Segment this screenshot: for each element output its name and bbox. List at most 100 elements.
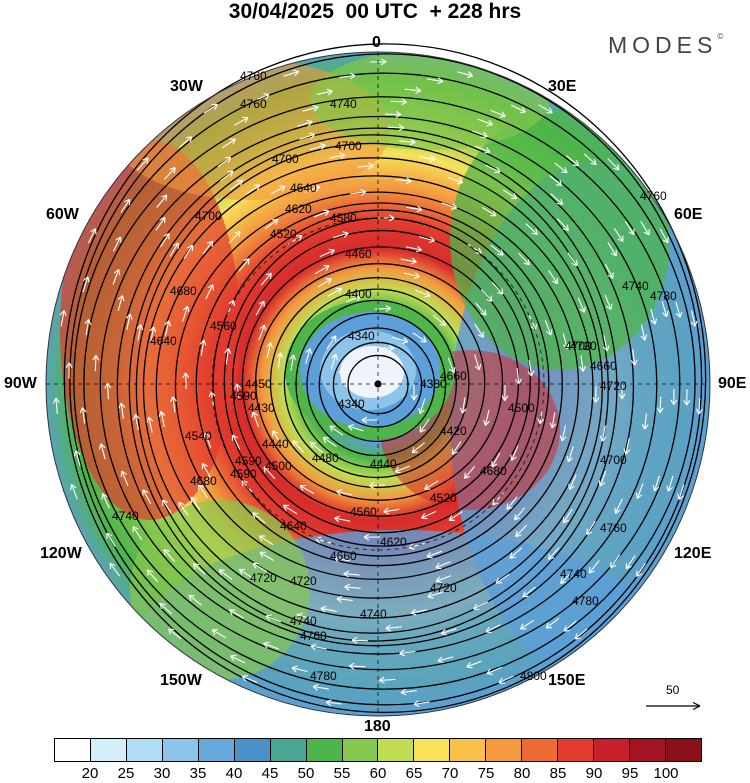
wind-arrow	[514, 368, 522, 385]
wind-arrow	[201, 463, 211, 478]
wind-arrow	[625, 555, 636, 570]
contour-label: 4420	[440, 424, 467, 438]
wind-arrow	[251, 411, 259, 427]
wind-arrow	[577, 297, 586, 313]
wind-arrow	[203, 432, 212, 449]
colorbar-tick-label: 75	[477, 765, 495, 782]
wind-arrow	[560, 571, 573, 585]
contour-label: 4660	[590, 359, 617, 373]
contour-line	[63, 43, 707, 714]
colorbar-swatch	[522, 739, 559, 761]
contour-label: 4580	[330, 211, 357, 225]
wind-arrow	[263, 641, 279, 650]
contour-label: 4760	[240, 97, 267, 111]
wind-arrow	[554, 162, 568, 174]
wind-arrow	[419, 236, 435, 244]
wind-arrow	[218, 569, 233, 580]
wind-arrow	[79, 407, 87, 424]
wind-arrow	[156, 194, 168, 208]
wind-arrow	[491, 452, 501, 468]
contour-label: 4430	[248, 401, 275, 415]
contour-label: 4620	[380, 535, 407, 549]
wind-arrow	[610, 554, 621, 569]
colorbar-tick-label: 100	[653, 765, 679, 782]
wind-arrow	[467, 244, 482, 254]
wind-arrow	[392, 336, 409, 344]
wind-arrow	[314, 265, 330, 275]
wind-arrow	[562, 508, 573, 524]
contour-labels: 4760 474047604700470046404620458045204460…	[112, 69, 677, 683]
contour-label: 4590	[235, 454, 262, 468]
wind-arrow	[480, 289, 493, 302]
wind-arrow	[618, 382, 626, 400]
map-title: 30/04/2025 00 UTC + 228 hrs	[228, 0, 522, 23]
lon-label-90w: 90W	[4, 375, 37, 392]
contour-label: 4720	[250, 571, 277, 585]
wind-arrow	[666, 475, 674, 492]
wind-arrow	[557, 218, 569, 232]
contour-line	[212, 209, 550, 557]
wind-arrow	[598, 470, 607, 487]
contour-label: 4340	[348, 329, 375, 343]
wind-arrow	[296, 612, 313, 620]
wind-arrow	[448, 511, 463, 521]
map-boundary	[45, 51, 711, 717]
brand-name: MODES	[608, 32, 718, 58]
wind-arrow	[432, 314, 447, 326]
wind-arrow	[490, 109, 506, 118]
lon-label-150e: 150E	[548, 672, 586, 689]
wind-arrow	[568, 474, 577, 490]
wind-arrow	[426, 550, 443, 559]
contour-label: 4740	[330, 97, 357, 111]
colorbar-tick-label: 35	[189, 765, 207, 782]
wind-arrow	[419, 418, 430, 433]
wind-arrow	[117, 295, 125, 312]
colorbar-tick-label: 20	[81, 765, 99, 782]
lon-label-60e: 60E	[674, 206, 703, 223]
contour-label: 4640	[290, 181, 317, 195]
wind-arrow	[59, 310, 67, 327]
contour-label: 4660	[330, 549, 357, 563]
wind-arrow	[158, 410, 166, 428]
wind-arrow	[330, 353, 338, 370]
wind-arrow	[178, 501, 189, 516]
wind-arrow	[538, 104, 553, 114]
wind-arrow	[567, 252, 578, 267]
wind-arrow	[101, 493, 110, 509]
contour-line	[195, 202, 563, 567]
wind-arrow	[574, 628, 588, 640]
colorbar-swatch	[270, 739, 307, 761]
wind-arrow	[112, 269, 121, 285]
wind-arrow	[463, 465, 476, 479]
wind-arrow	[270, 185, 286, 195]
wind-arrow	[506, 496, 518, 510]
wind-arrow	[339, 72, 356, 80]
wind-arrow	[65, 362, 73, 379]
wind-arrow	[136, 157, 149, 171]
wind-arrow	[220, 170, 234, 182]
lon-label-60w: 60W	[46, 206, 79, 223]
wind-arrow	[677, 484, 685, 500]
contour-label: 4500	[508, 401, 535, 415]
contour-label: 4450	[245, 377, 272, 391]
wind-arrow	[607, 242, 617, 257]
wind-arrow	[563, 620, 577, 632]
wind-arrow	[149, 326, 157, 343]
wind-arrow	[272, 430, 282, 445]
wind-arrow	[418, 398, 426, 415]
colorbar-swatch	[306, 739, 343, 761]
colorbar-swatch	[450, 739, 487, 761]
wind-arrow	[550, 193, 564, 205]
colorbar-swatch	[630, 739, 666, 761]
wind-arrow	[309, 143, 326, 151]
wind-arrow	[604, 294, 613, 311]
wind-arrow	[310, 643, 327, 651]
wind-arrow	[357, 162, 374, 170]
colorbar-tick-label: 70	[441, 765, 459, 782]
contour-label: 4590	[230, 389, 257, 403]
wind-arrow	[146, 569, 159, 583]
wind-arrow	[385, 110, 402, 118]
contour-label: 4700	[335, 139, 362, 153]
wind-arrow	[169, 396, 177, 413]
wind-arrow	[118, 402, 126, 419]
